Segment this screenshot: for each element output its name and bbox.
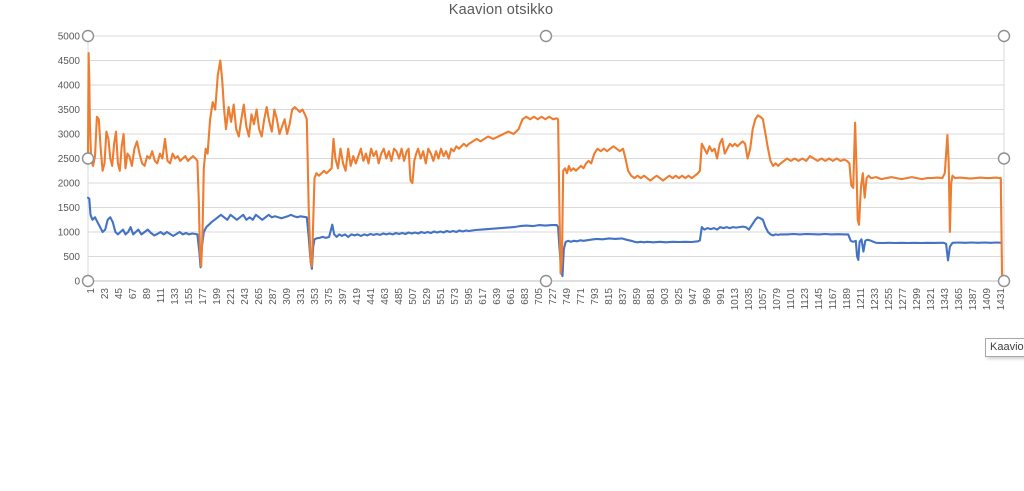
x-tick-label: 67 bbox=[128, 288, 139, 300]
selection-handle-middle-right[interactable] bbox=[997, 152, 1011, 165]
x-tick-label: 331 bbox=[296, 288, 307, 305]
x-tick-label: 617 bbox=[478, 288, 489, 305]
series-line-1[interactable] bbox=[86, 196, 1003, 278]
x-tick-label: 507 bbox=[408, 288, 419, 305]
selection-handle-top-right[interactable] bbox=[997, 29, 1011, 43]
x-tick-label: 705 bbox=[534, 288, 545, 305]
x-tick-label: 221 bbox=[226, 288, 237, 305]
y-tick-label: 1500 bbox=[58, 203, 81, 214]
x-tick-label: 1233 bbox=[870, 288, 881, 311]
x-tick-label: 837 bbox=[618, 288, 629, 305]
y-tick-label: 2000 bbox=[58, 179, 81, 190]
x-tick-label: 639 bbox=[492, 288, 503, 305]
x-tick-label: 397 bbox=[338, 288, 349, 305]
gridlines bbox=[87, 35, 1005, 282]
x-tick-label: 771 bbox=[576, 288, 587, 305]
x-tick-label: 529 bbox=[422, 288, 433, 305]
x-tick-label: 287 bbox=[268, 288, 279, 305]
x-tick-label: 947 bbox=[688, 288, 699, 305]
x-tick-label: 463 bbox=[380, 288, 391, 305]
x-tick-label: 309 bbox=[282, 288, 293, 305]
x-tick-label: 881 bbox=[646, 288, 657, 305]
y-tick-label: 3500 bbox=[58, 105, 81, 116]
x-tick-label: 793 bbox=[590, 288, 601, 305]
y-axis-labels[interactable]: 0 500 1000 1500 2000 2500 3000 3500 4000 4500 5000 bbox=[58, 32, 81, 288]
x-tick-label: 111 bbox=[156, 288, 167, 304]
y-tick-label: 500 bbox=[63, 252, 80, 263]
x-tick-label: 1409 bbox=[982, 288, 993, 311]
x-tick-label: 1 bbox=[86, 288, 97, 294]
x-tick-label: 1211 bbox=[856, 288, 867, 310]
chart-title[interactable]: Kaavion otsikko bbox=[448, 2, 554, 18]
x-tick-label: 1299 bbox=[912, 288, 923, 311]
x-tick-label: 419 bbox=[352, 288, 363, 305]
x-tick-label: 1321 bbox=[926, 288, 937, 311]
x-tick-label: 749 bbox=[562, 288, 573, 305]
selection-handle-bottom-middle[interactable] bbox=[539, 274, 553, 288]
x-tick-label: 1057 bbox=[758, 288, 769, 311]
x-tick-label: 1123 bbox=[800, 288, 811, 310]
x-tick-label: 991 bbox=[716, 288, 727, 305]
y-tick-label: 1000 bbox=[58, 228, 81, 239]
x-tick-label: 727 bbox=[548, 288, 559, 305]
y-tick-label: 5000 bbox=[58, 32, 81, 43]
x-tick-label: 375 bbox=[324, 288, 335, 305]
x-tick-label: 683 bbox=[520, 288, 531, 305]
x-tick-label: 859 bbox=[632, 288, 643, 305]
x-tick-label: 441 bbox=[366, 288, 377, 305]
x-tick-label: 1145 bbox=[814, 288, 825, 310]
y-tick-label: 2500 bbox=[58, 154, 81, 165]
x-tick-label: 1365 bbox=[954, 288, 965, 311]
x-tick-label: 177 bbox=[198, 288, 209, 305]
selection-handle-top-middle[interactable] bbox=[539, 29, 553, 43]
x-tick-label: 573 bbox=[450, 288, 461, 305]
x-tick-label: 1255 bbox=[884, 288, 895, 311]
x-tick-label: 1101 bbox=[786, 288, 797, 310]
x-tick-label: 1079 bbox=[772, 288, 783, 311]
x-tick-label: 1387 bbox=[968, 288, 979, 311]
x-tick-label: 1343 bbox=[940, 288, 951, 311]
selection-handle-bottom-right[interactable] bbox=[997, 274, 1011, 288]
selection-handle-bottom-left[interactable] bbox=[81, 274, 95, 288]
x-tick-label: 199 bbox=[212, 288, 223, 305]
x-tick-label: 45 bbox=[114, 288, 125, 300]
x-tick-label: 595 bbox=[464, 288, 475, 305]
x-axis-labels[interactable]: 1 23 45 67 89 111 133 155 177 199 221 243 265 287 309 3… bbox=[86, 288, 1007, 311]
x-tick-label: 1035 bbox=[744, 288, 755, 311]
x-tick-label: 353 bbox=[310, 288, 321, 305]
x-tick-label: 1277 bbox=[898, 288, 909, 311]
x-tick-label: 265 bbox=[254, 288, 265, 305]
y-tick-label: 4000 bbox=[58, 81, 81, 92]
x-tick-label: 23 bbox=[100, 288, 111, 300]
x-tick-label: 1189 bbox=[842, 288, 853, 310]
x-tick-label: 155 bbox=[184, 288, 195, 305]
chart-area-tooltip: Kaavioalue bbox=[985, 338, 1024, 357]
x-tick-label: 1167 bbox=[828, 288, 839, 310]
x-tick-label: 1013 bbox=[730, 288, 741, 311]
x-tick-label: 551 bbox=[436, 288, 447, 305]
x-tick-label: 815 bbox=[604, 288, 615, 305]
x-tick-label: 133 bbox=[170, 288, 181, 305]
y-tick-label: 0 bbox=[74, 277, 80, 288]
x-tick-label: 903 bbox=[660, 288, 671, 305]
selection-handle-middle-left[interactable] bbox=[81, 152, 95, 165]
selection-handle-top-left[interactable] bbox=[81, 29, 95, 43]
x-tick-label: 243 bbox=[240, 288, 251, 305]
series-line-2[interactable] bbox=[86, 52, 1004, 283]
x-tick-label: 89 bbox=[142, 288, 153, 300]
x-tick-label: 969 bbox=[702, 288, 713, 305]
x-tick-label: 1431 bbox=[996, 288, 1007, 311]
x-tick-label: 661 bbox=[506, 288, 517, 305]
x-tick-label: 485 bbox=[394, 288, 405, 305]
y-tick-label: 4500 bbox=[58, 56, 81, 67]
y-tick-label: 3000 bbox=[58, 130, 81, 141]
x-tick-label: 925 bbox=[674, 288, 685, 305]
